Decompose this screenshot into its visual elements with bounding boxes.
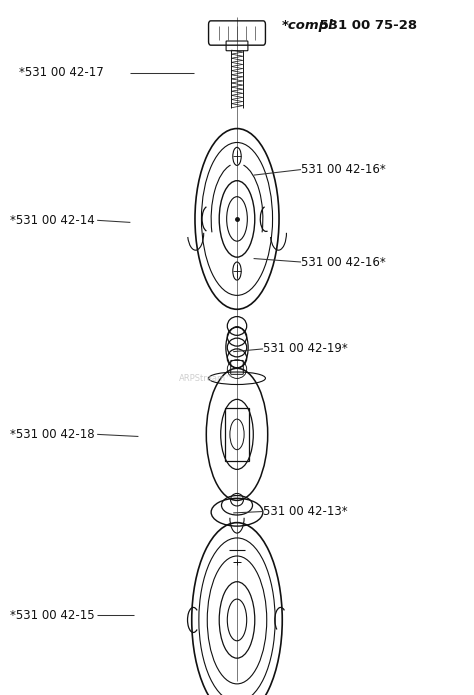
Text: 531 00 75-28: 531 00 75-28 xyxy=(315,19,417,31)
Text: 531 00 42-16*: 531 00 42-16* xyxy=(301,256,386,268)
Text: 531 00 42-19*: 531 00 42-19* xyxy=(263,343,348,355)
Text: 531 00 42-13*: 531 00 42-13* xyxy=(263,505,348,518)
Text: ARPStream™: ARPStream™ xyxy=(178,375,234,383)
Text: *531 00 42-17: *531 00 42-17 xyxy=(19,67,104,79)
Text: *531 00 42-18: *531 00 42-18 xyxy=(10,428,95,441)
Text: *531 00 42-14: *531 00 42-14 xyxy=(10,214,95,227)
Text: *531 00 42-15: *531 00 42-15 xyxy=(10,609,95,621)
Text: 531 00 42-16*: 531 00 42-16* xyxy=(301,163,386,176)
Text: *compl: *compl xyxy=(282,19,334,31)
